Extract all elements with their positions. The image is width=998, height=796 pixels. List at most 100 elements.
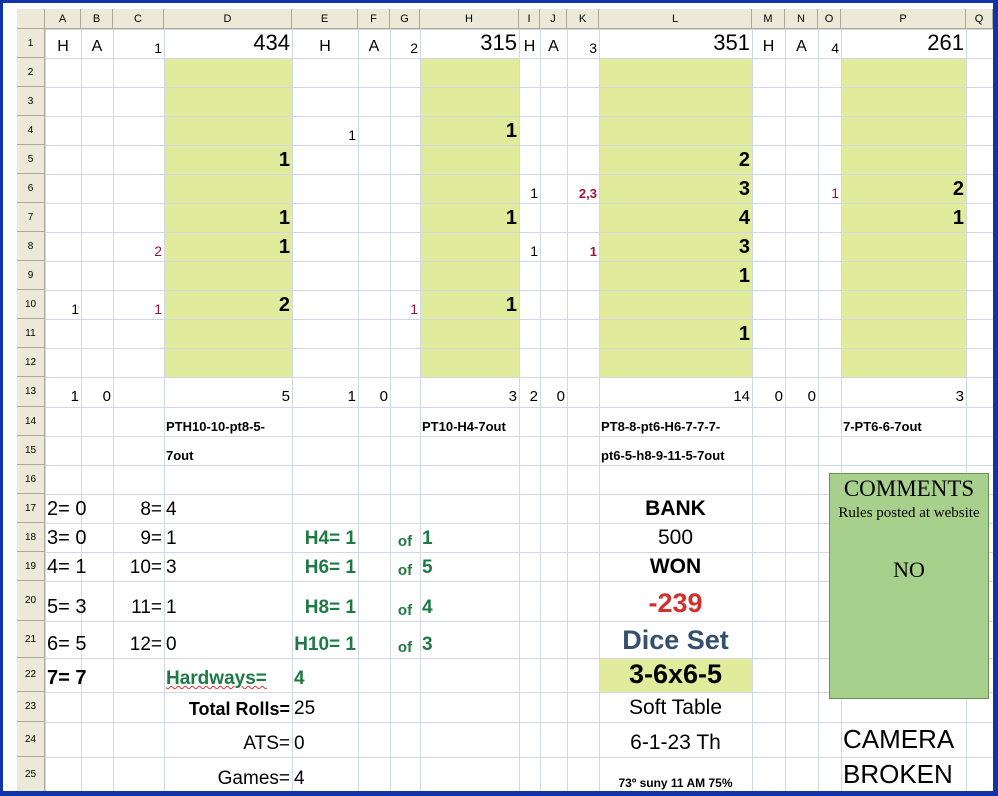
games-label[interactable]: Games=: [217, 768, 290, 789]
column-header[interactable]: G: [390, 9, 420, 29]
row-header[interactable]: 23: [17, 692, 45, 722]
hardways-value[interactable]: 4: [294, 668, 305, 689]
roll-sequence[interactable]: PT10-H4-7out: [422, 419, 506, 434]
column-header[interactable]: M: [752, 9, 785, 29]
column-header[interactable]: J: [540, 9, 567, 29]
games-value[interactable]: 4: [294, 768, 305, 789]
row-header[interactable]: 13: [17, 377, 45, 407]
column-header[interactable]: A: [45, 9, 81, 29]
roll-sequence[interactable]: PTH10-10-pt8-5-: [166, 419, 265, 434]
roll-count[interactable]: 1: [154, 301, 162, 317]
row-header[interactable]: 7: [17, 203, 45, 232]
column-header[interactable]: C: [113, 9, 164, 29]
select-all-corner[interactable]: [17, 9, 45, 29]
hardway-of[interactable]: of: [397, 639, 413, 656]
away-marker[interactable]: A: [548, 38, 559, 55]
column-header[interactable]: L: [599, 9, 752, 29]
point-count[interactable]: 2: [738, 149, 750, 171]
game-number[interactable]: 1: [154, 40, 162, 56]
number-count-value[interactable]: 1: [166, 597, 177, 618]
game-score[interactable]: 315: [480, 30, 517, 55]
roll-count[interactable]: 1: [530, 185, 538, 201]
home-marker[interactable]: H: [762, 38, 775, 55]
ats-label[interactable]: ATS=: [243, 733, 290, 754]
number-count-label[interactable]: 12=: [129, 634, 162, 655]
point-count[interactable]: 1: [505, 294, 517, 316]
row-header[interactable]: 25: [17, 757, 45, 791]
column-header[interactable]: D: [164, 9, 292, 29]
row-header[interactable]: 4: [17, 116, 45, 145]
roll-count[interactable]: 1: [589, 244, 597, 259]
camera-note[interactable]: CAMERA: [843, 724, 955, 754]
roll-sequence[interactable]: 7-PT6-6-7out: [843, 419, 922, 434]
number-count-label[interactable]: 11=: [131, 597, 162, 618]
roll-sequence[interactable]: 7out: [166, 448, 194, 463]
column-total[interactable]: 14: [733, 388, 750, 405]
point-count[interactable]: 1: [505, 207, 517, 229]
column-header[interactable]: P: [841, 9, 966, 29]
hardway-total[interactable]: 1: [422, 528, 433, 549]
game-number[interactable]: 3: [589, 40, 597, 56]
hardway-count[interactable]: H4= 1: [304, 528, 356, 549]
bank-label[interactable]: BANK: [645, 497, 706, 520]
hardway-total[interactable]: 4: [422, 597, 433, 618]
row-header[interactable]: 1: [17, 29, 45, 58]
column-total[interactable]: 3: [508, 388, 517, 405]
session-date[interactable]: 6-1-23 Th: [630, 731, 721, 754]
table-type[interactable]: Soft Table: [628, 696, 722, 719]
roll-count[interactable]: 1: [530, 243, 538, 259]
number-count[interactable]: 2= 0: [47, 498, 87, 520]
row-header[interactable]: 8: [17, 232, 45, 261]
game-number[interactable]: 2: [410, 40, 418, 56]
column-header[interactable]: K: [567, 9, 599, 29]
column-total[interactable]: 1: [347, 388, 356, 405]
roll-sequence[interactable]: pt6-5-h8-9-11-5-7out: [601, 448, 725, 463]
column-total[interactable]: 0: [807, 388, 816, 405]
column-header[interactable]: O: [818, 9, 841, 29]
column-header[interactable]: E: [292, 9, 358, 29]
row-header[interactable]: 15: [17, 436, 45, 465]
column-header[interactable]: H: [420, 9, 519, 29]
row-header[interactable]: 2: [17, 58, 45, 87]
roll-count[interactable]: 2: [154, 243, 162, 259]
dice-set-value[interactable]: 3-6x6-5: [628, 659, 723, 689]
column-total[interactable]: 3: [955, 388, 964, 405]
away-marker[interactable]: A: [796, 38, 807, 55]
row-header[interactable]: 16: [17, 465, 45, 494]
point-count[interactable]: 1: [738, 265, 750, 287]
column-header[interactable]: F: [358, 9, 390, 29]
column-total[interactable]: 0: [774, 388, 783, 405]
number-count[interactable]: 3= 0: [47, 527, 87, 549]
roll-count[interactable]: 1: [348, 127, 356, 143]
point-count[interactable]: 3: [738, 236, 750, 258]
row-header[interactable]: 5: [17, 145, 45, 174]
home-marker[interactable]: H: [523, 38, 536, 55]
point-count[interactable]: 1: [505, 120, 517, 142]
hardway-total[interactable]: 5: [422, 557, 433, 578]
number-count-value[interactable]: 4: [166, 499, 177, 520]
away-marker[interactable]: A: [368, 38, 380, 55]
hardway-count[interactable]: H6= 1: [304, 557, 356, 578]
roll-count[interactable]: 1: [71, 301, 79, 317]
game-score[interactable]: 434: [253, 30, 290, 55]
column-total[interactable]: 2: [529, 388, 538, 405]
row-header[interactable]: 12: [17, 348, 45, 377]
hardway-of[interactable]: of: [397, 533, 413, 550]
point-count[interactable]: 1: [278, 149, 290, 171]
row-header[interactable]: 24: [17, 722, 45, 757]
point-count[interactable]: 1: [738, 323, 750, 345]
column-header[interactable]: B: [81, 9, 113, 29]
row-header[interactable]: 3: [17, 87, 45, 116]
point-count[interactable]: 2: [952, 178, 964, 200]
column-total[interactable]: 0: [556, 388, 565, 405]
hardway-of[interactable]: of: [397, 602, 413, 619]
point-count[interactable]: 3: [738, 178, 750, 200]
number-count[interactable]: 6= 5: [47, 633, 87, 655]
roll-count[interactable]: 2,3: [578, 186, 597, 201]
point-count[interactable]: 4: [738, 207, 750, 229]
row-header[interactable]: 20: [17, 581, 45, 621]
hardways-label[interactable]: Hardways=: [166, 668, 267, 689]
column-header[interactable]: I: [519, 9, 540, 29]
number-count-value[interactable]: 1: [166, 528, 177, 549]
dice-set-label[interactable]: Dice Set: [622, 625, 729, 655]
